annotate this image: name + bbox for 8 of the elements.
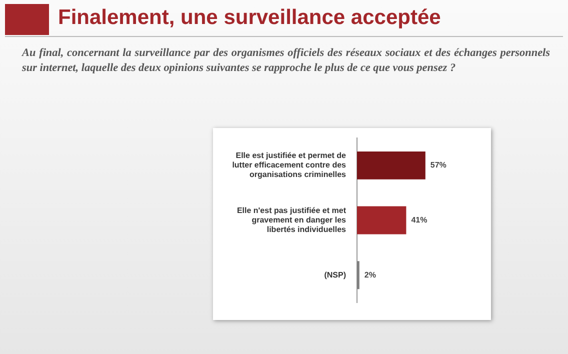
chart-subtitle: Au final, concernant la surveillance par des organismes officiels des réseaux sociaux et des échanges personnels sur internet, laquelle des deux opinions suivantes se rapproche le plus de ce que vous pensez ? xyxy=(22,46,550,76)
data-label: 2% xyxy=(364,270,376,280)
y-tick-label: (NSP) xyxy=(324,270,346,280)
data-label: 41% xyxy=(411,216,428,225)
data-label: 57% xyxy=(430,160,446,170)
chart-title: Finalement, une surveillance acceptée xyxy=(58,6,441,30)
y-tick-label: Elle est justifiée et permet de lutter efficacement contre des organisations criminelles xyxy=(232,151,347,180)
y-tick-label: Elle n'est pas justifiée et met gravement en danger les libertés individuelles xyxy=(236,206,347,234)
